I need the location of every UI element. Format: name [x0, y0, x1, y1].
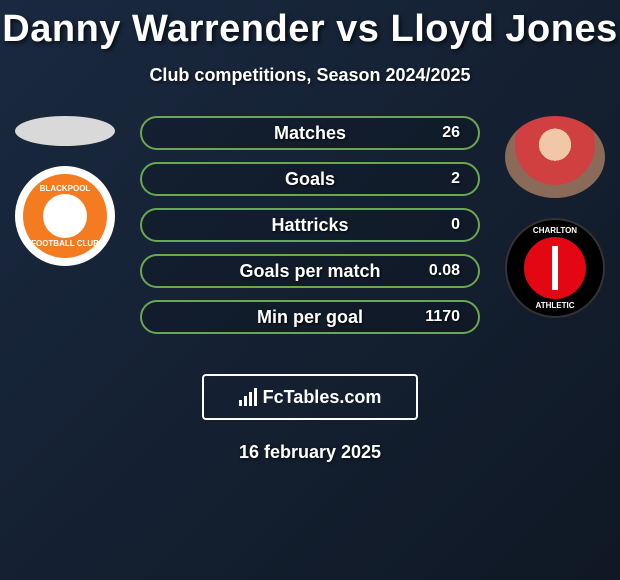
stat-bar: Hattricks 0: [140, 208, 480, 242]
stat-label: Goals: [285, 169, 335, 190]
branding-box: FcTables.com: [202, 374, 418, 420]
comparison-content: BLACKPOOL FOOTBALL CLUB Matches 26 Goals 2 H…: [0, 116, 620, 356]
stat-label: Min per goal: [257, 307, 363, 328]
stat-value-right: 2: [420, 170, 460, 188]
stat-value-right: 0.08: [420, 262, 460, 280]
stat-label: Matches: [274, 123, 346, 144]
subtitle: Club competitions, Season 2024/2025: [0, 65, 620, 86]
stat-value-right: 0: [420, 216, 460, 234]
branding-text: FcTables.com: [263, 387, 382, 408]
stat-bar: Matches 26: [140, 116, 480, 150]
left-player-column: BLACKPOOL FOOTBALL CLUB: [10, 116, 120, 266]
club-badge-left-bottom-text: FOOTBALL CLUB: [29, 239, 101, 248]
club-badge-right-bottom-text: ATHLETIC: [507, 301, 603, 310]
player-photo-right: [505, 116, 605, 198]
stat-value-right: 26: [420, 124, 460, 142]
bar-chart-icon: [239, 388, 257, 406]
stat-label: Hattricks: [271, 215, 348, 236]
club-badge-left-top-text: BLACKPOOL: [29, 184, 101, 193]
player-photo-left: [15, 116, 115, 146]
stat-bar: Goals 2: [140, 162, 480, 196]
club-badge-right: CHARLTON ATHLETIC: [505, 218, 605, 318]
stat-label: Goals per match: [239, 261, 380, 282]
stat-value-right: 1170: [420, 308, 460, 326]
date-text: 16 february 2025: [0, 442, 620, 463]
page-title: Danny Warrender vs Lloyd Jones: [0, 0, 620, 51]
stats-bars: Matches 26 Goals 2 Hattricks 0 Goals per match…: [140, 116, 480, 334]
stat-bar: Goals per match 0.08: [140, 254, 480, 288]
club-badge-left: BLACKPOOL FOOTBALL CLUB: [15, 166, 115, 266]
club-badge-right-top-text: CHARLTON: [507, 226, 603, 235]
stat-bar: Min per goal 1170: [140, 300, 480, 334]
right-player-column: CHARLTON ATHLETIC: [500, 116, 610, 318]
